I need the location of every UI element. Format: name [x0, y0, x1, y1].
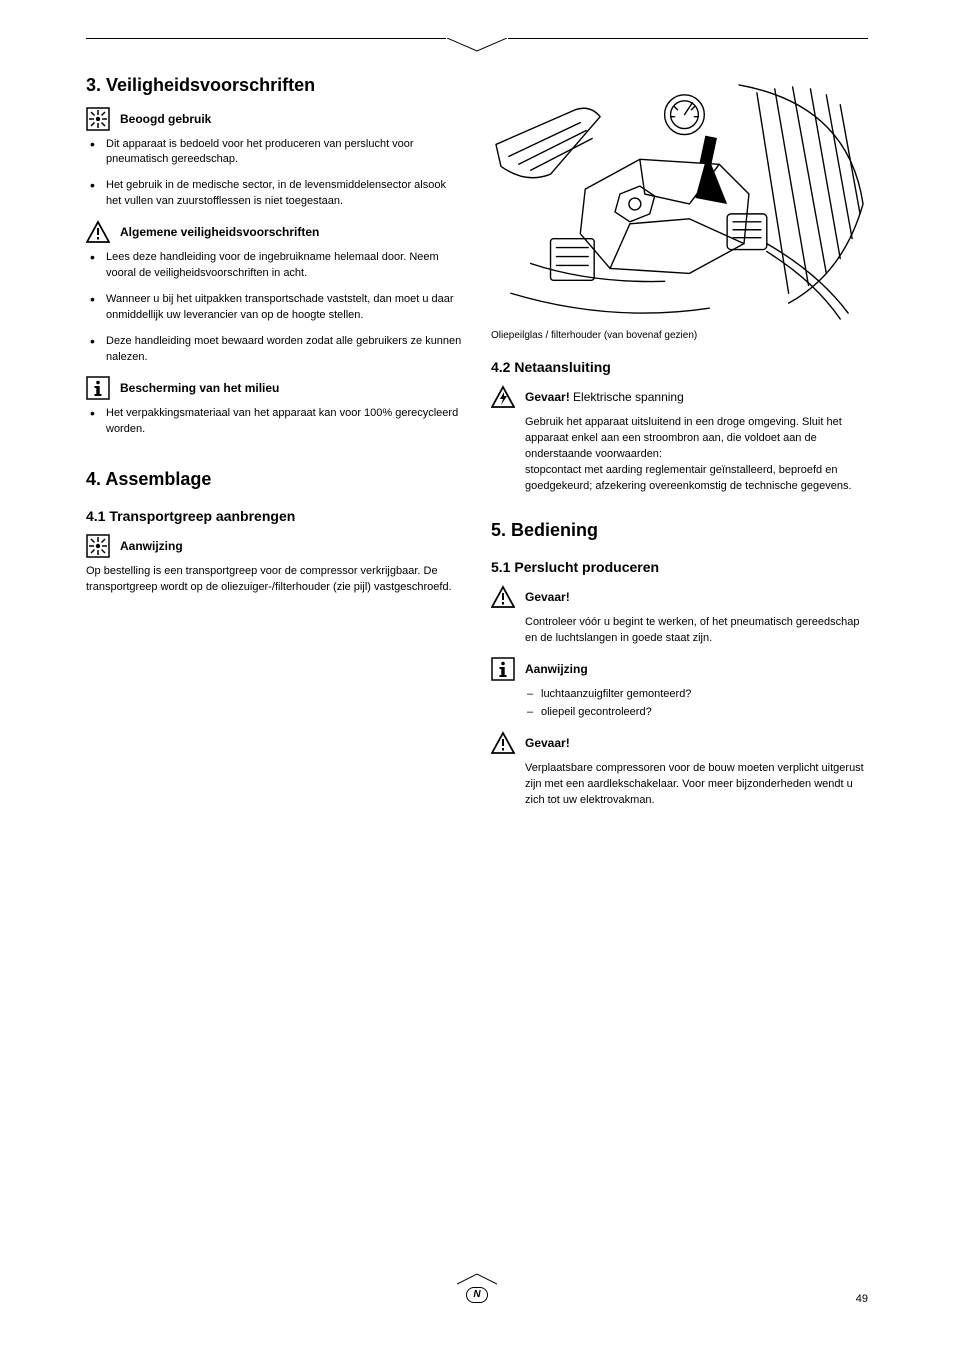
note-heading-2: Aanwijzing — [491, 657, 868, 681]
note-label: Aanwijzing — [120, 534, 183, 554]
notch-down-icon — [447, 38, 507, 52]
list-item: luchtaanzuigfilter gemonteerd? — [527, 687, 868, 702]
electric-danger-text: Gebruik het apparaat uitsluitend in een … — [491, 415, 868, 495]
section-4-title: 4. Assemblage — [86, 468, 463, 491]
danger-text-3: Verplaatsbare compressoren voor de bouw … — [491, 761, 868, 809]
note-label-2: Aanwijzing — [525, 657, 588, 677]
figure-caption: Oliepeilglas / filterhouder (van bovenaf… — [491, 330, 868, 341]
compressor-figure — [491, 74, 868, 324]
warning-icon — [491, 731, 515, 755]
general-safety-list: Lees deze handleiding voor de ingebruikn… — [86, 250, 463, 366]
warning-icon — [86, 220, 110, 244]
danger-label-2: Gevaar! — [525, 585, 570, 605]
list-item: Het verpakkingsmateriaal van het apparaa… — [90, 406, 463, 438]
environment-label: Bescherming van het milieu — [120, 376, 279, 396]
section-3-title: 3. Veiligheidsvoorschriften — [86, 74, 463, 97]
section-5-1-title: 5.1 Perslucht produceren — [491, 559, 868, 575]
note-text: Op bestelling is een transportgreep voor… — [86, 564, 463, 596]
info-icon — [86, 376, 110, 400]
electrical-warning-icon — [491, 385, 515, 409]
environment-list: Het verpakkingsmateriaal van het apparaa… — [86, 406, 463, 438]
danger-text-2: Controleer vóór u begint te werken, of h… — [491, 615, 868, 647]
general-safety-heading: Algemene veiligheidsvoorschriften — [86, 220, 463, 244]
notch-up-icon — [457, 1273, 497, 1285]
danger-label-3: Gevaar! — [525, 731, 570, 751]
list-item: Lees deze handleiding voor de ingebruikn… — [90, 250, 463, 282]
page-number: 49 — [856, 1293, 868, 1305]
laser-icon — [86, 107, 110, 131]
laser-icon — [86, 534, 110, 558]
general-safety-label: Algemene veiligheidsvoorschriften — [120, 220, 319, 240]
danger-heading-3: Gevaar! — [491, 731, 868, 755]
intended-use-label: Beoogd gebruik — [120, 107, 211, 127]
section-4-2-title: 4.2 Netaansluiting — [491, 359, 868, 375]
page-footer: N 49 — [86, 1273, 868, 1303]
info-icon — [491, 657, 515, 681]
environment-heading: Bescherming van het milieu — [86, 376, 463, 400]
top-rule — [86, 38, 868, 52]
right-column: Oliepeilglas / filterhouder (van bovenaf… — [491, 74, 868, 817]
intended-use-list: Dit apparaat is bedoeld voor het produce… — [86, 137, 463, 211]
two-column-layout: 3. Veiligheidsvoorschriften Beoogd gebru… — [86, 74, 868, 817]
section-5-title: 5. Bediening — [491, 519, 868, 542]
note-checklist: luchtaanzuigfilter gemonteerd? oliepeil … — [491, 687, 868, 721]
arrow-icon — [695, 136, 727, 204]
list-item: Wanneer u bij het uitpakken transportsch… — [90, 292, 463, 324]
list-item: oliepeil gecontroleerd? — [527, 705, 868, 720]
note-heading: Aanwijzing — [86, 534, 463, 558]
list-item: Deze handleiding moet bewaard worden zod… — [90, 334, 463, 366]
language-badge: N — [466, 1287, 487, 1303]
intended-use-heading: Beoogd gebruik — [86, 107, 463, 131]
list-item: Dit apparaat is bedoeld voor het produce… — [90, 137, 463, 169]
danger-heading-2: Gevaar! — [491, 585, 868, 609]
warning-icon — [491, 585, 515, 609]
left-column: 3. Veiligheidsvoorschriften Beoogd gebru… — [86, 74, 463, 817]
section-4-1-title: 4.1 Transportgreep aanbrengen — [86, 508, 463, 524]
electric-danger-heading: Gevaar! Elektrische spanning — [491, 385, 868, 409]
list-item: Het gebruik in de medische sector, in de… — [90, 178, 463, 210]
electric-danger-label: Gevaar! Elektrische spanning — [525, 385, 684, 405]
